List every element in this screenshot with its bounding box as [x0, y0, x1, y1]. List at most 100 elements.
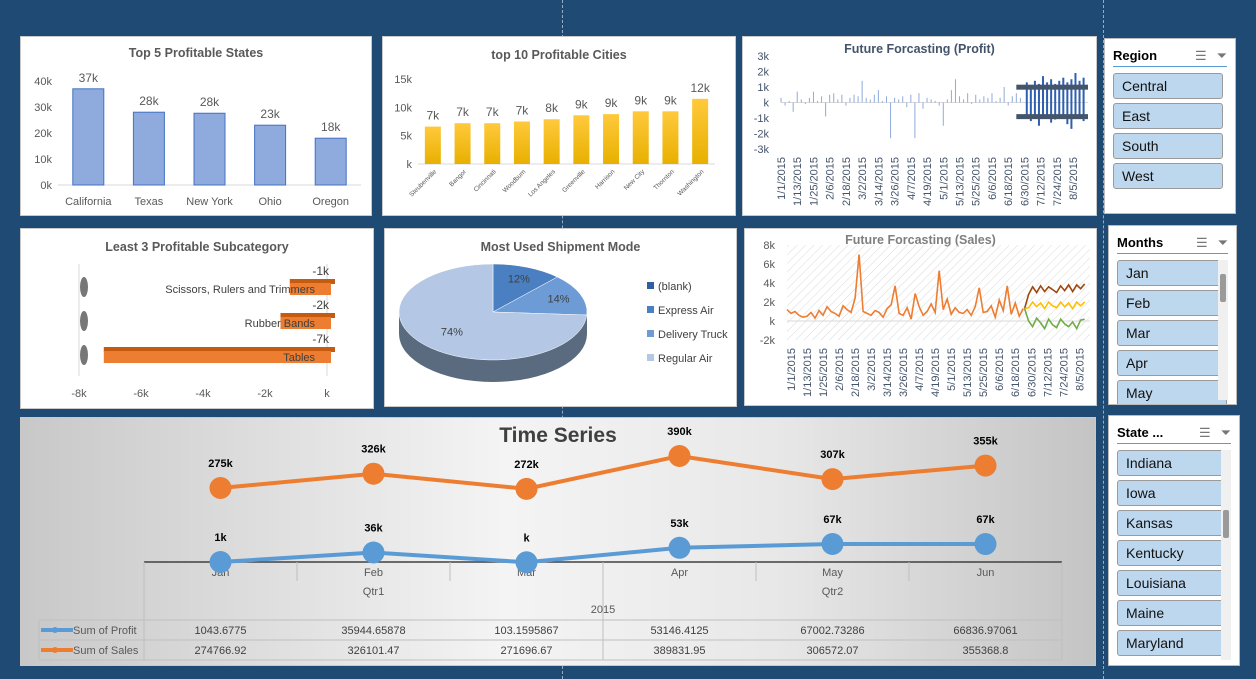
x-tick-label: 6/30/2015 [1019, 157, 1031, 206]
slicer-state[interactable]: State ... ☰ ⏷ Indiana Iowa Kansas Kentucky Lou… [1108, 415, 1240, 666]
x-tick-label: 5/1/2015 [938, 157, 950, 200]
scrollbar-thumb[interactable] [1220, 274, 1226, 302]
forecast-upper-bar [1062, 77, 1065, 103]
data-label: -1k [312, 264, 330, 278]
y-tick-label: 1k [757, 82, 769, 94]
profit-point [209, 550, 232, 573]
forecast-lower-bar [1074, 102, 1077, 118]
axis-break-mark [80, 311, 88, 331]
chart-time-series[interactable]: Time Series Jan 1043.6775 274766.92 Feb 3594… [20, 417, 1096, 666]
slicer-item[interactable]: Kentucky [1117, 540, 1227, 566]
profit-point [974, 533, 997, 556]
slicer-region[interactable]: Region ☰ ⏷ Central East South West [1104, 38, 1236, 214]
category-label: Tables [283, 352, 315, 364]
x-tick-label: 6/18/2015 [1003, 157, 1015, 206]
data-label: 272k [514, 459, 539, 471]
x-tick-label: Harrison [594, 168, 617, 191]
x-tick-label: 2/6/2015 [825, 157, 837, 200]
chart-sales-forecast[interactable]: Future Forcasting (Sales) 8k 6k 4k 2k k -2k 1/… [744, 228, 1097, 406]
clear-filter-icon[interactable]: ⏷ [1217, 234, 1228, 250]
cities-plot: k 5k 10k 15k 7k Steubenville 7k Bangor 7k Cincinn… [394, 74, 715, 198]
data-label: 7k [516, 104, 530, 118]
x-tick-label: 4/7/2015 [906, 157, 918, 200]
forecast-upper-bar [1050, 79, 1053, 103]
data-label: 9k [664, 93, 678, 107]
slicer-title: Region [1113, 48, 1158, 63]
y-tick-label: 3k [757, 51, 769, 63]
legend-marker [52, 647, 58, 653]
x-tick-label: Woodbum [502, 168, 528, 194]
data-label: 9k [575, 97, 589, 111]
chart-shipment-mode[interactable]: Most Used Shipment Mode 12% 14% 74% (blank)… [384, 228, 737, 407]
data-label: 14% [548, 294, 570, 306]
x-tick-label: 5/25/2015 [978, 348, 990, 397]
y-tick-label: 15k [394, 74, 412, 86]
slicer-item[interactable]: Louisiana [1117, 570, 1227, 596]
slicer-item[interactable]: Feb [1117, 290, 1227, 316]
slicer-item[interactable]: Kansas [1117, 510, 1227, 536]
bar [103, 351, 331, 363]
slicer-item[interactable]: Mar [1117, 320, 1227, 346]
table-cell: 67002.73286 [800, 625, 864, 637]
x-tick-label: 2/18/2015 [841, 157, 853, 206]
scrollbar[interactable] [1221, 450, 1231, 660]
chart-least-subcategory[interactable]: Least 3 Profitable Subcategory -1k Scisso… [20, 228, 374, 409]
slicer-item[interactable]: Central [1113, 73, 1223, 99]
clear-filter-icon[interactable]: ⏷ [1220, 424, 1231, 440]
scrollbar-thumb[interactable] [1223, 510, 1229, 538]
y-tick-label: 40k [34, 76, 52, 88]
slicer-item[interactable]: Iowa [1117, 480, 1227, 506]
lower-bound-line [1023, 308, 1085, 331]
legend-swatch [647, 306, 654, 313]
sales-line [220, 453, 986, 491]
forecast-lower-bar [1066, 102, 1069, 125]
bar [314, 137, 347, 186]
x-tick-label: 5/25/2015 [971, 157, 983, 206]
chart-top-states[interactable]: Top 5 Profitable States 0k 10k 20k 30k 40k 37… [20, 36, 372, 216]
pie-plot: 12% 14% 74% (blank) Express Air Delivery Truc… [398, 263, 728, 382]
slicer-item[interactable]: Maine [1117, 600, 1227, 626]
bar [454, 123, 471, 164]
forecast-lower-bar [1062, 102, 1065, 118]
slicer-months[interactable]: Months ☰ ⏷ Jan Feb Mar Apr May [1108, 225, 1237, 405]
slicer-item[interactable]: Jan [1117, 260, 1227, 286]
bar [424, 126, 441, 164]
slicer-item[interactable]: Indiana [1117, 450, 1227, 476]
table-cell: 66836.97061 [953, 625, 1017, 637]
chart-profit-forecast[interactable]: Future Forcasting (Profit) 3k 2k 1k k -1k -2k… [742, 36, 1097, 216]
chart-top-cities[interactable]: top 10 Profitable Cities k 5k 10k 15k 7k Steu… [382, 36, 736, 216]
profit-point [515, 551, 538, 574]
category-label: Rubber Bands [245, 318, 316, 330]
year-label: 2015 [591, 604, 615, 616]
slicer-item[interactable]: South [1113, 133, 1223, 159]
slicer-item[interactable]: Maryland [1117, 630, 1227, 656]
scrollbar[interactable] [1218, 260, 1228, 400]
slicer-item[interactable]: West [1113, 163, 1223, 189]
y-tick-label: 10k [34, 154, 52, 166]
y-tick-label: 2k [757, 67, 769, 79]
page-break-line [1103, 0, 1104, 679]
category-label: Scissors, Rulers and Trimmers [165, 284, 315, 296]
x-tick-label: Oregon [312, 196, 349, 208]
bar [132, 111, 165, 186]
x-tick-label: 1/1/2015 [786, 348, 798, 391]
x-tick-label: 1/25/2015 [818, 348, 830, 397]
table-cell: 389831.95 [654, 645, 706, 657]
bar-top [280, 313, 335, 318]
x-tick-label: 3/14/2015 [882, 348, 894, 397]
x-tick-label: Thornton [653, 168, 677, 192]
y-tick-label: 10k [394, 102, 412, 114]
y-tick-label: 2k [763, 297, 775, 309]
multi-select-icon[interactable]: ☰ [1194, 47, 1207, 63]
forecast-upper-bar [1025, 82, 1028, 103]
slicer-item[interactable]: East [1113, 103, 1223, 129]
clear-filter-icon[interactable]: ⏷ [1216, 47, 1227, 63]
multi-select-icon[interactable]: ☰ [1198, 424, 1211, 440]
bar [632, 111, 649, 164]
data-label: 36k [364, 522, 383, 534]
x-tick-label: Ohio [258, 196, 281, 208]
x-tick-label: 5/1/2015 [946, 348, 958, 391]
multi-select-icon[interactable]: ☰ [1195, 234, 1208, 250]
slicer-item[interactable]: Apr [1117, 350, 1227, 376]
slicer-item[interactable]: May [1117, 380, 1227, 404]
